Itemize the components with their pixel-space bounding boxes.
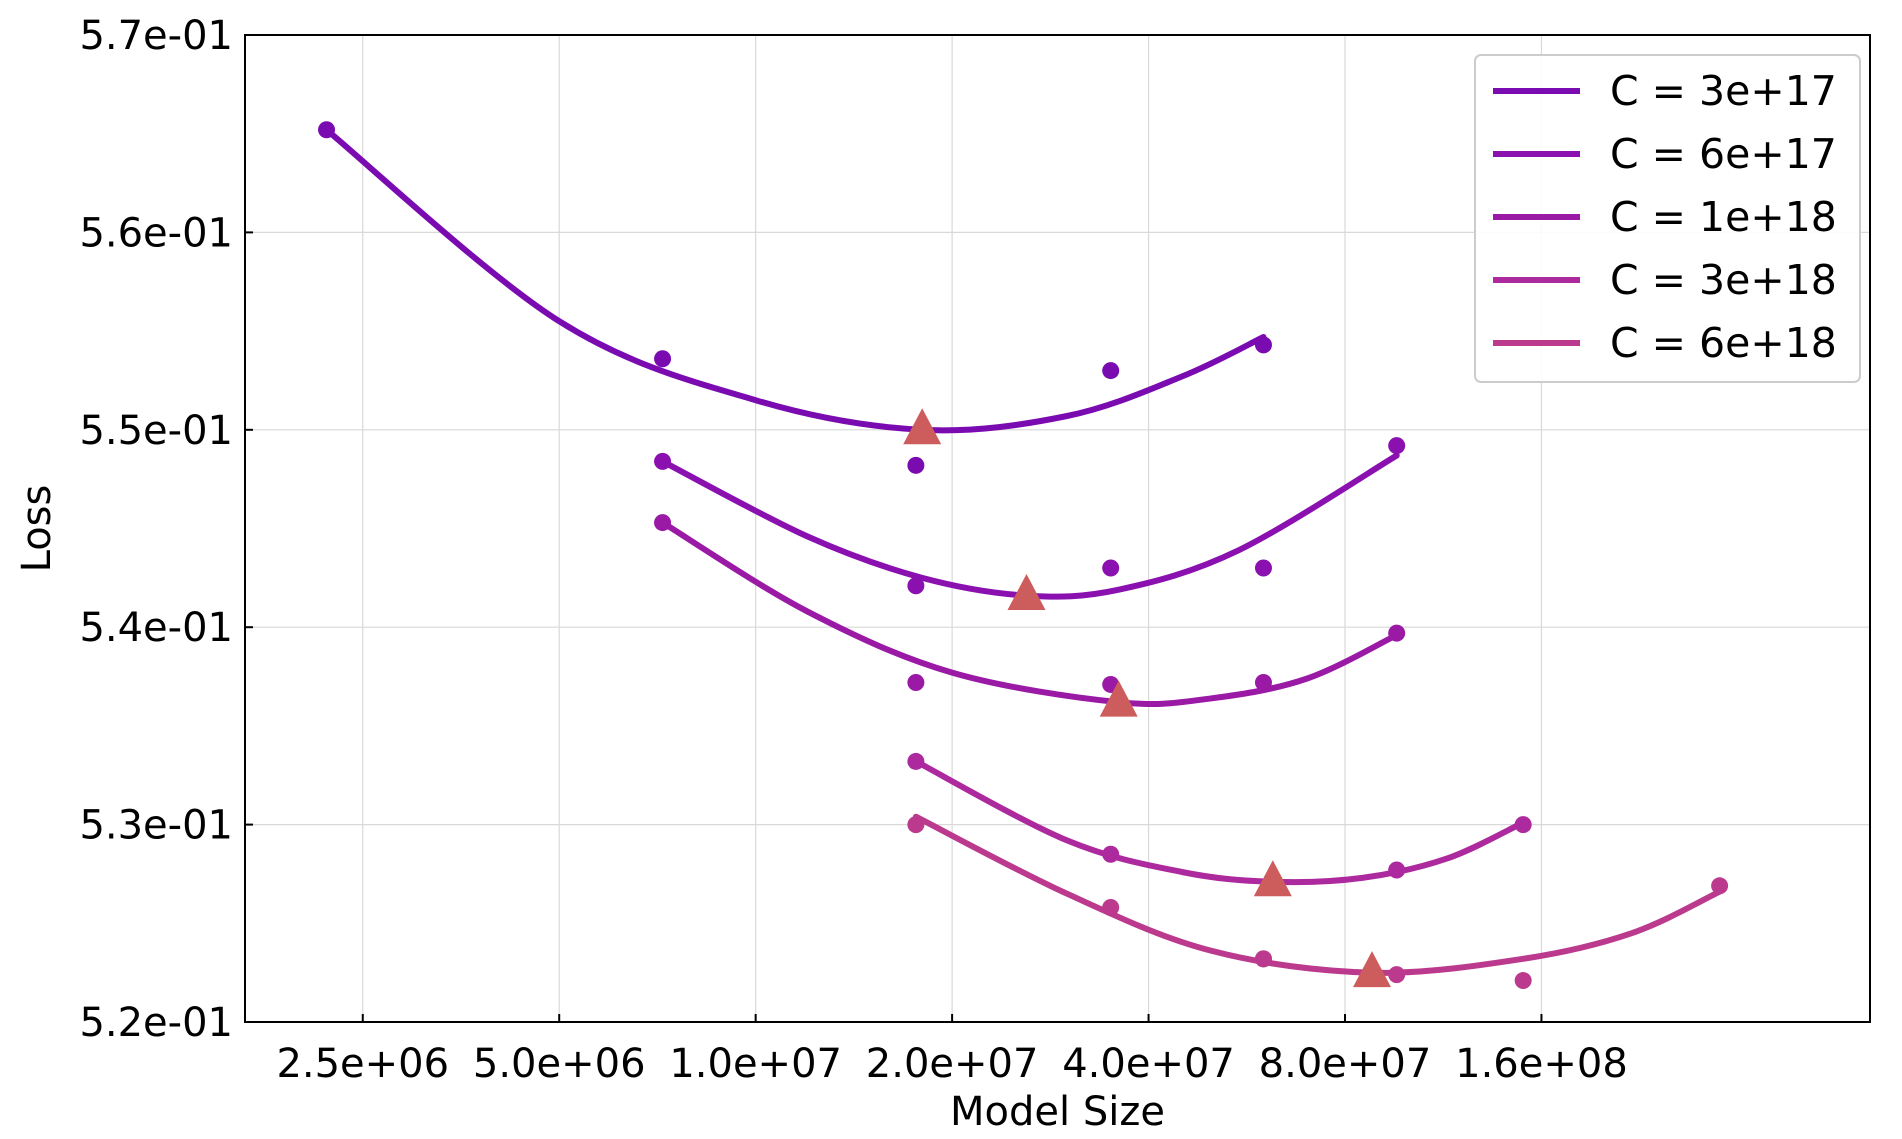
y-tick-label: 5.6e-01 <box>79 210 233 256</box>
data-point <box>1514 816 1532 834</box>
data-point <box>318 121 336 139</box>
y-axis-ticks: 5.2e-01 5.3e-01 5.4e-01 5.5e-01 5.6e-01 5.7e-… <box>79 13 253 1046</box>
x-tick-label: 8.0e+07 <box>1259 1041 1432 1087</box>
data-point <box>654 452 672 470</box>
optimum-marker <box>1353 951 1391 988</box>
data-point <box>1102 559 1120 577</box>
data-point <box>654 350 672 368</box>
data-point <box>1388 437 1406 455</box>
x-axis-ticks: 2.5e+06 5.0e+06 1.0e+07 2.0e+07 4.0e+07 8.0e+… <box>276 1014 1628 1087</box>
data-point <box>1388 624 1406 642</box>
x-tick-label: 2.5e+06 <box>276 1041 449 1087</box>
data-point <box>1254 673 1272 691</box>
data-point <box>907 673 925 691</box>
x-tick-label: 5.0e+06 <box>473 1041 646 1087</box>
optimum-marker <box>1099 680 1138 717</box>
x-tick-label: 2.0e+07 <box>866 1041 1039 1087</box>
fit-curve-2 <box>659 452 1400 600</box>
data-point <box>1254 559 1272 577</box>
fit-curve-3 <box>659 519 1400 707</box>
data-point <box>907 752 925 770</box>
y-tick-label: 5.7e-01 <box>79 13 233 59</box>
optimum-markers <box>903 408 1391 988</box>
fit-curve-1 <box>323 126 1267 434</box>
legend-label: C = 1e+18 <box>1610 193 1837 241</box>
data-point <box>1102 845 1120 863</box>
legend-label: C = 3e+17 <box>1610 67 1837 115</box>
y-tick-label: 5.5e-01 <box>79 408 233 454</box>
x-tick-label: 1.0e+07 <box>669 1041 842 1087</box>
optimum-marker <box>903 408 942 445</box>
data-point <box>907 577 925 595</box>
optimum-marker <box>1253 860 1292 897</box>
y-tick-label: 5.2e-01 <box>79 1000 233 1046</box>
data-point <box>907 456 925 474</box>
data-point <box>1514 972 1532 990</box>
fit-curve-4 <box>912 758 1527 886</box>
legend-label: C = 3e+18 <box>1610 256 1837 304</box>
legend-label: C = 6e+17 <box>1610 130 1837 178</box>
x-tick-label: 4.0e+07 <box>1062 1041 1235 1087</box>
data-point <box>1254 336 1272 354</box>
legend-label: C = 6e+18 <box>1610 319 1837 367</box>
legend: C = 3e+17 C = 6e+17 C = 1e+18 C = 3e+18 C = … <box>1474 54 1861 383</box>
data-point <box>1254 950 1272 968</box>
data-point <box>907 816 925 834</box>
optimum-marker <box>1007 574 1046 610</box>
plot-frame <box>244 34 1871 1023</box>
data-point <box>1102 899 1120 917</box>
x-axis-label: Model Size <box>950 1089 1165 1135</box>
legend-box <box>1474 54 1861 383</box>
y-tick-label: 5.3e-01 <box>79 803 233 849</box>
data-point <box>654 514 672 532</box>
x-tick-label: 1.6e+08 <box>1455 1041 1628 1087</box>
data-point <box>1388 861 1406 879</box>
data-point <box>1388 966 1406 984</box>
y-axis-label: Loss <box>14 485 60 573</box>
data-point <box>1711 877 1729 895</box>
data-points <box>318 121 1729 990</box>
fit-curve-5 <box>912 813 1723 976</box>
data-point <box>1102 362 1120 380</box>
y-tick-label: 5.4e-01 <box>79 605 233 651</box>
